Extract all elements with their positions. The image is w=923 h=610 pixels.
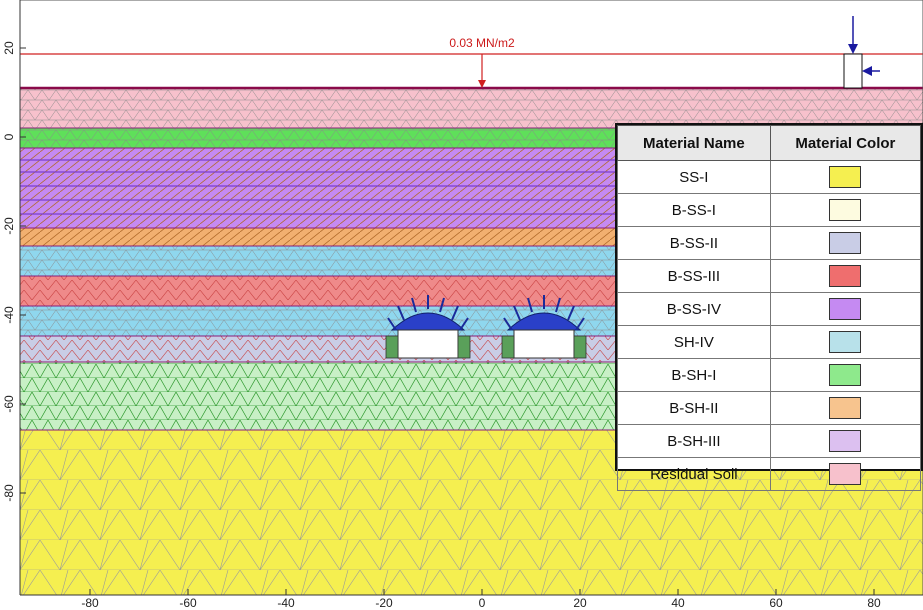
legend-body: SS-I B-SS-I B-SS-II B-SS-III B-SS-IV SH-IV B-S… <box>617 160 922 491</box>
boundary-marker <box>843 16 880 89</box>
material-name: B-SS-IV <box>617 292 771 326</box>
y-tick-label: -80 <box>2 484 16 502</box>
y-tick-label: -40 <box>2 306 16 324</box>
material-color-swatch <box>829 166 862 188</box>
legend-header-color: Material Color <box>769 125 922 161</box>
x-tick-label: -20 <box>375 596 393 610</box>
tunnel-left <box>385 295 471 359</box>
load-label: 0.03 MN/m2 <box>449 36 515 50</box>
y-tick-label: -60 <box>2 395 16 413</box>
x-tick-label: -80 <box>81 596 99 610</box>
material-name: B-SS-III <box>617 259 771 293</box>
y-tick-label: -20 <box>2 217 16 235</box>
x-axis: -80 -60 -40 -20 0 20 40 60 80 <box>81 589 881 610</box>
material-color-cell <box>769 160 922 194</box>
legend-row: Residual Soil <box>617 457 922 491</box>
legend-table: Material Name Material Color SS-I B-SS-I B… <box>617 125 922 491</box>
y-tick-label: 0 <box>2 133 16 140</box>
x-tick-label: 0 <box>479 596 486 610</box>
material-legend: Material Name Material Color SS-I B-SS-I B… <box>615 123 923 491</box>
material-color-cell <box>769 325 922 359</box>
material-name: SS-I <box>617 160 771 194</box>
y-axis: 20 0 -20 -40 -60 -80 <box>2 41 26 502</box>
material-color-cell <box>769 226 922 260</box>
legend-row: B-SH-II <box>617 391 922 425</box>
material-color-swatch <box>829 397 862 419</box>
material-color-cell <box>769 193 922 227</box>
material-color-cell <box>769 358 922 392</box>
x-tick-label: 60 <box>769 596 783 610</box>
material-color-swatch <box>829 331 862 353</box>
y-tick-label: 20 <box>2 41 16 55</box>
material-name: SH-IV <box>617 325 771 359</box>
legend-row: B-SH-III <box>617 424 922 458</box>
material-color-cell <box>769 391 922 425</box>
legend-row: SS-I <box>617 160 922 194</box>
material-name: B-SS-I <box>617 193 771 227</box>
material-name: Residual Soil <box>617 457 771 491</box>
load-arrow-head <box>478 80 486 88</box>
legend-row: B-SH-I <box>617 358 922 392</box>
material-color-cell <box>769 259 922 293</box>
x-tick-label: -40 <box>277 596 295 610</box>
x-tick-label: 40 <box>671 596 685 610</box>
legend-row: B-SS-II <box>617 226 922 260</box>
material-color-cell <box>769 457 922 491</box>
legend-header-name: Material Name <box>617 125 771 161</box>
legend-row: SH-IV <box>617 325 922 359</box>
material-color-swatch <box>829 199 862 221</box>
x-tick-label: 80 <box>867 596 881 610</box>
material-color-swatch <box>829 430 862 452</box>
material-color-cell <box>769 292 922 326</box>
material-name: B-SS-II <box>617 226 771 260</box>
tunnels <box>385 295 587 359</box>
x-tick-label: 20 <box>573 596 587 610</box>
material-name: B-SH-II <box>617 391 771 425</box>
material-color-swatch <box>829 298 862 320</box>
material-name: B-SH-I <box>617 358 771 392</box>
material-color-cell <box>769 424 922 458</box>
surface-load: 0.03 MN/m2 <box>20 36 923 90</box>
material-color-swatch <box>829 265 862 287</box>
material-color-swatch <box>829 364 862 386</box>
material-color-swatch <box>829 232 862 254</box>
x-tick-label: -60 <box>179 596 197 610</box>
material-name: B-SH-III <box>617 424 771 458</box>
material-color-swatch <box>829 463 862 485</box>
legend-row: B-SS-I <box>617 193 922 227</box>
legend-row: B-SS-IV <box>617 292 922 326</box>
legend-row: B-SS-III <box>617 259 922 293</box>
tunnel-right <box>501 295 587 359</box>
